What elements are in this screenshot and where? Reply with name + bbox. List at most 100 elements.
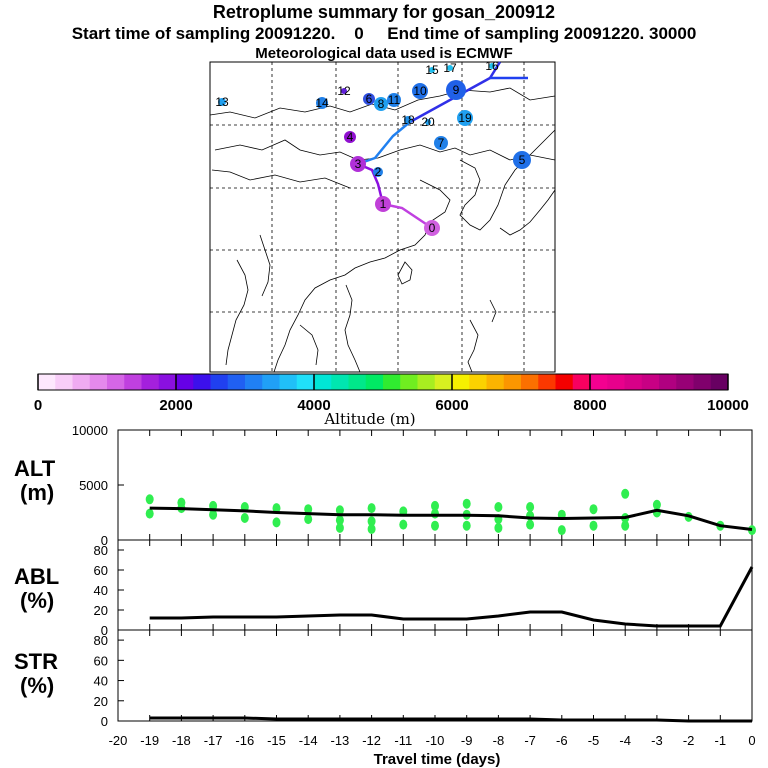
sampling-time-line: Start time of sampling 20091220. 0 End t…: [71, 24, 697, 43]
y-tick-label: 20: [94, 603, 108, 618]
cluster-marker: [429, 67, 435, 73]
x-tick-label: -6: [556, 733, 568, 748]
y-tick-label: 40: [94, 674, 108, 689]
colorbar-swatch: [55, 374, 73, 390]
colorbar-tick-label: 0: [34, 397, 42, 414]
colorbar-swatch: [158, 374, 177, 390]
y-tick-label: 60: [94, 653, 108, 668]
x-tick-label: -12: [362, 733, 381, 748]
cluster-marker-label: 15: [425, 63, 439, 77]
x-tick-label: -20: [109, 733, 128, 748]
cluster-marker-label: 9: [453, 83, 460, 97]
alt-scatter-point: [335, 515, 344, 526]
cluster-marker-label: 8: [378, 97, 385, 111]
colorbar-swatch: [452, 374, 470, 390]
cluster-marker-label: 19: [458, 111, 472, 125]
colorbar-swatch: [279, 374, 298, 390]
colorbar-swatch: [503, 374, 522, 390]
y-tick-label: 60: [94, 563, 108, 578]
alt-scatter-point: [304, 504, 313, 515]
alt-scatter-point: [748, 525, 756, 536]
cluster-marker: [387, 93, 401, 107]
colorbar-swatch: [555, 374, 574, 390]
colorbar-swatch: [38, 374, 56, 390]
colorbar-swatch: [296, 374, 315, 390]
x-tick-label: -1: [715, 733, 727, 748]
x-axis-ticks: -20 -19 -18 -17 -16 -15 -14 -13 -12 -11 -10 -9 -8 -7-…: [109, 733, 756, 748]
colorbar-swatch: [314, 374, 332, 390]
alt-scatter-point: [431, 508, 439, 519]
colorbar-tick-label: 4000: [297, 397, 330, 414]
x-tick-label: -8: [493, 733, 505, 748]
alt-ylabel-bottom: (m): [20, 480, 54, 505]
x-tick-label: -3: [651, 733, 663, 748]
alt-scatter-point: [399, 519, 408, 530]
cluster-marker-label: 17: [443, 61, 457, 75]
met-data-line: Meteorological data used is ECMWF: [255, 45, 513, 62]
colorbar-swatch: [434, 374, 453, 390]
colorbar-swatch: [469, 374, 487, 390]
alt-ticks: 0 5000 10000: [72, 423, 753, 548]
cluster-marker: [375, 196, 391, 212]
cluster-marker: [513, 151, 531, 169]
str-panel: STR (%) 0 20 40 60 80: [14, 629, 753, 729]
cluster-marker: [404, 116, 412, 124]
alt-scatter-point: [431, 500, 439, 511]
cluster-marker-label: 0: [429, 221, 436, 235]
y-tick-label: 0: [101, 714, 108, 729]
colorbar-swatch: [624, 374, 643, 390]
cluster-marker: [344, 131, 356, 143]
colorbar-swatch: [348, 374, 367, 390]
alt-ylabel-top: ALT: [14, 456, 56, 481]
colorbar-tick-label: 8000: [573, 397, 606, 414]
colorbar-swatch: [417, 374, 436, 390]
y-tick-label: 20: [94, 694, 108, 709]
alt-scatter-point: [526, 519, 535, 530]
y-tick-label: 0: [101, 623, 108, 638]
cluster-marker-label: 14: [315, 96, 329, 110]
abl-ylabel-top: ABL: [14, 564, 59, 589]
alt-scatter-point: [526, 502, 535, 512]
cluster-marker: [350, 156, 366, 172]
abl-ticks: 0 20 40 60 80: [94, 540, 753, 638]
cluster-marker-label: 1: [380, 197, 387, 211]
altitude-colorbar: 0 2000 4000 6000 8000 10000: [34, 373, 749, 414]
x-tick-label: -19: [140, 733, 159, 748]
alt-scatter-point: [494, 502, 503, 512]
x-tick-label: -17: [204, 733, 223, 748]
str-panel-frame: [117, 629, 753, 722]
alt-scatter-point: [304, 514, 313, 525]
x-tick-label: -18: [172, 733, 191, 748]
colorbar-swatch: [572, 374, 591, 390]
colorbar-swatch: [538, 374, 556, 390]
colorbar-swatch: [521, 374, 539, 390]
x-tick-label: -11: [394, 733, 412, 748]
alt-scatter-point: [557, 525, 566, 536]
colorbar-swatch: [641, 374, 660, 390]
colorbar-swatch: [383, 374, 401, 390]
x-axis-label: Travel time (days): [374, 751, 501, 768]
cluster-marker: [425, 119, 431, 125]
colorbar-swatch: [262, 374, 280, 390]
colorbar-label: Altitude (m): [323, 410, 415, 428]
alt-scatter-point: [652, 499, 661, 510]
x-tick-label: -2: [683, 733, 695, 748]
colorbar-swatch: [590, 374, 608, 390]
cluster-marker-label: 11: [388, 93, 401, 107]
y-tick-label: 5000: [79, 478, 108, 493]
colorbar-swatch: [141, 374, 160, 390]
x-tick-label: 0: [748, 733, 755, 748]
alt-scatter-point: [462, 520, 471, 531]
str-ylabel-top: STR: [14, 649, 58, 674]
alt-scatter-point: [145, 494, 154, 505]
colorbar-swatch: [245, 374, 263, 390]
cluster-marker-label: 5: [519, 153, 526, 167]
alt-scatter-point: [367, 516, 376, 527]
cluster-marker: [374, 97, 388, 111]
chart-title: Retroplume summary for gosan_200912: [212, 2, 556, 22]
cluster-marker-label: 6: [366, 92, 373, 106]
colorbar-swatch: [193, 374, 211, 390]
colorbar-swatch: [89, 374, 108, 390]
x-tick-label: -5: [588, 733, 600, 748]
